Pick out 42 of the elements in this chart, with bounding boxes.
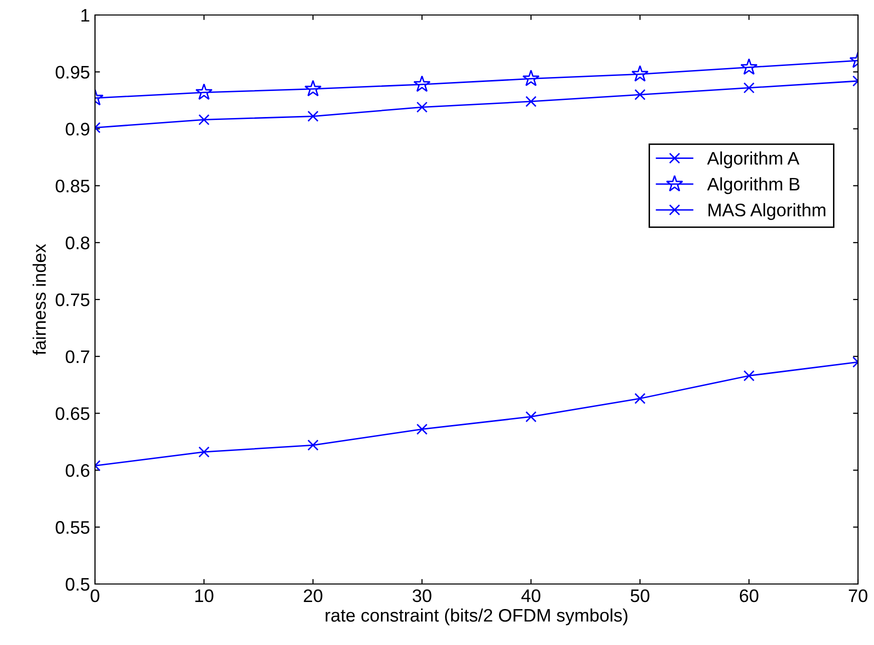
point — [304, 80, 322, 96]
x-tick-label: 30 — [412, 589, 432, 602]
y-tick-label: 0.85 — [56, 180, 90, 192]
point — [195, 83, 213, 100]
point — [740, 58, 758, 75]
point — [416, 424, 428, 435]
point — [743, 370, 755, 382]
y-tick-label: 0.95 — [56, 66, 90, 79]
point — [413, 75, 431, 92]
point — [525, 411, 537, 422]
x-tick-label: 10 — [195, 589, 214, 602]
y-tick-label: 0.6 — [66, 464, 90, 477]
point — [634, 392, 646, 404]
point — [307, 440, 319, 451]
point — [631, 65, 649, 82]
point — [743, 82, 755, 94]
y-tick-label: 1 — [81, 9, 90, 22]
x-tick-label: 0 — [90, 589, 100, 602]
legend-label: Algorithm A — [707, 151, 800, 168]
y-tick-label: 0.9 — [66, 122, 90, 136]
y-tick-label: 0.5 — [66, 578, 90, 591]
legend-label: MAS Algorithm — [708, 203, 826, 220]
x-tick-label: 20 — [304, 589, 322, 602]
x-tick-label: 40 — [521, 589, 540, 602]
point — [198, 446, 210, 458]
point — [634, 89, 646, 100]
y-tick-label: 0.8 — [66, 236, 90, 250]
x-tick-label: 70 — [848, 589, 868, 602]
point — [307, 110, 319, 122]
point — [522, 70, 540, 86]
point — [198, 114, 210, 126]
y-tick-label: 0.75 — [56, 293, 90, 306]
x-axis-title: rate constraint (bits/2 OFDM symbols) — [326, 608, 628, 626]
x-tick-label: 60 — [740, 589, 758, 602]
x-tick-label: 50 — [630, 589, 650, 602]
y-tick-label: 0.7 — [66, 350, 90, 364]
y-tick-label: 0.65 — [56, 407, 90, 420]
y-axis-title: fairness index — [32, 244, 46, 355]
point — [525, 96, 537, 108]
y-tick-label: 0.55 — [56, 521, 90, 534]
legend-label: Algorithm B — [707, 177, 800, 194]
point — [416, 102, 428, 113]
